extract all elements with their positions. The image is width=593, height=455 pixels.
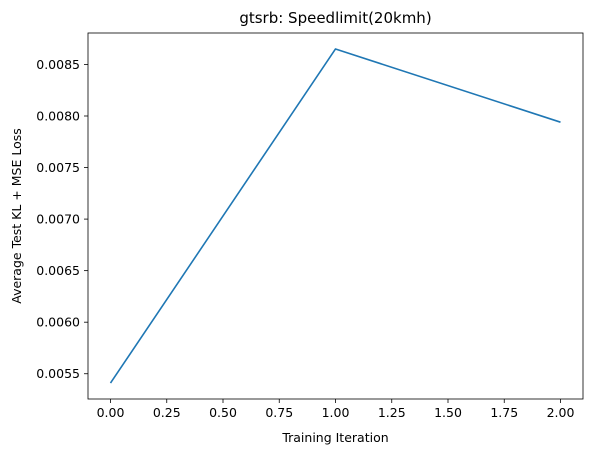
x-tick-label: 1.25 [378, 405, 406, 420]
x-axis-ticks: 0.00 0.25 0.50 0.75 1.00 1.25 1.50 1.75 2.00 [97, 399, 575, 420]
y-tick-label: 0.0080 [36, 108, 80, 123]
series-line-0 [109, 48, 561, 384]
y-tick-label: 0.0060 [36, 315, 80, 330]
x-tick-label: 0.50 [209, 405, 237, 420]
y-axis-ticks: 0.0055 0.0060 0.0065 0.0070 0.0075 0.0080 0.00… [36, 57, 88, 381]
x-axis-label: Training Iteration [281, 430, 388, 445]
y-axis-label: Average Test KL + MSE Loss [9, 128, 24, 303]
x-tick-label: 0.00 [97, 405, 125, 420]
series-layer [109, 48, 561, 384]
plot-frame [87, 32, 584, 400]
y-tick-label: 0.0075 [36, 160, 80, 175]
x-tick-label: 0.25 [153, 405, 181, 420]
chart-title: gtsrb: Speedlimit(20kmh) [239, 9, 431, 27]
x-tick-label: 1.75 [490, 405, 518, 420]
x-tick-label: 0.75 [265, 405, 293, 420]
y-tick-label: 0.0055 [36, 366, 80, 381]
x-tick-label: 2.00 [547, 405, 575, 420]
y-tick-label: 0.0065 [36, 263, 80, 278]
y-tick-label: 0.0070 [36, 212, 80, 227]
x-tick-label: 1.00 [322, 405, 350, 420]
y-tick-label: 0.0085 [36, 57, 80, 72]
x-tick-label: 1.50 [434, 405, 462, 420]
